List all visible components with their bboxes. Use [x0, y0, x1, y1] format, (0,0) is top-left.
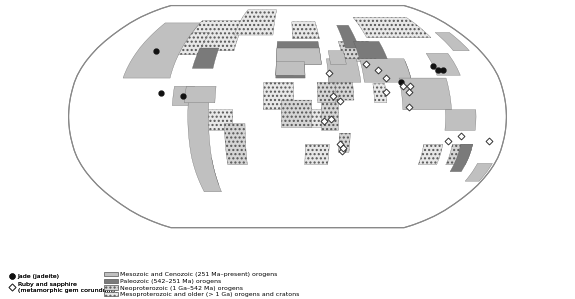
PathPatch shape — [435, 33, 469, 51]
PathPatch shape — [172, 86, 195, 106]
PathPatch shape — [354, 42, 388, 59]
PathPatch shape — [338, 133, 350, 152]
PathPatch shape — [445, 110, 476, 130]
PathPatch shape — [321, 96, 339, 130]
PathPatch shape — [188, 100, 221, 192]
PathPatch shape — [418, 144, 443, 165]
PathPatch shape — [229, 128, 242, 141]
PathPatch shape — [68, 6, 507, 228]
PathPatch shape — [263, 82, 294, 110]
PathPatch shape — [276, 64, 293, 75]
PathPatch shape — [181, 21, 245, 51]
PathPatch shape — [192, 48, 219, 68]
PathPatch shape — [305, 144, 329, 165]
PathPatch shape — [202, 110, 233, 130]
PathPatch shape — [234, 10, 277, 35]
PathPatch shape — [338, 42, 377, 62]
PathPatch shape — [359, 59, 412, 82]
PathPatch shape — [292, 22, 320, 39]
PathPatch shape — [317, 82, 336, 103]
PathPatch shape — [306, 110, 330, 128]
PathPatch shape — [399, 78, 451, 110]
PathPatch shape — [281, 100, 312, 128]
PathPatch shape — [328, 75, 354, 100]
PathPatch shape — [276, 62, 305, 75]
PathPatch shape — [373, 83, 387, 103]
PathPatch shape — [276, 42, 321, 64]
PathPatch shape — [337, 25, 359, 48]
PathPatch shape — [328, 51, 346, 64]
PathPatch shape — [353, 17, 431, 38]
PathPatch shape — [371, 62, 411, 78]
PathPatch shape — [465, 164, 492, 181]
PathPatch shape — [276, 48, 321, 64]
PathPatch shape — [200, 158, 219, 185]
PathPatch shape — [123, 23, 200, 78]
PathPatch shape — [450, 144, 473, 172]
Legend: Mesozoic and Cenozoic (251 Ma–present) orogens, Paleozoic (542–251 Ma) orogens, : Mesozoic and Cenozoic (251 Ma–present) o… — [104, 272, 300, 298]
PathPatch shape — [224, 123, 247, 165]
PathPatch shape — [185, 86, 216, 103]
PathPatch shape — [326, 59, 361, 82]
Legend: Jade (jadeite), Ruby and sapphire
(metamorphic gem corundum): Jade (jadeite), Ruby and sapphire (metam… — [9, 274, 115, 293]
PathPatch shape — [446, 144, 473, 165]
PathPatch shape — [426, 54, 461, 75]
PathPatch shape — [167, 33, 209, 55]
PathPatch shape — [276, 64, 305, 78]
